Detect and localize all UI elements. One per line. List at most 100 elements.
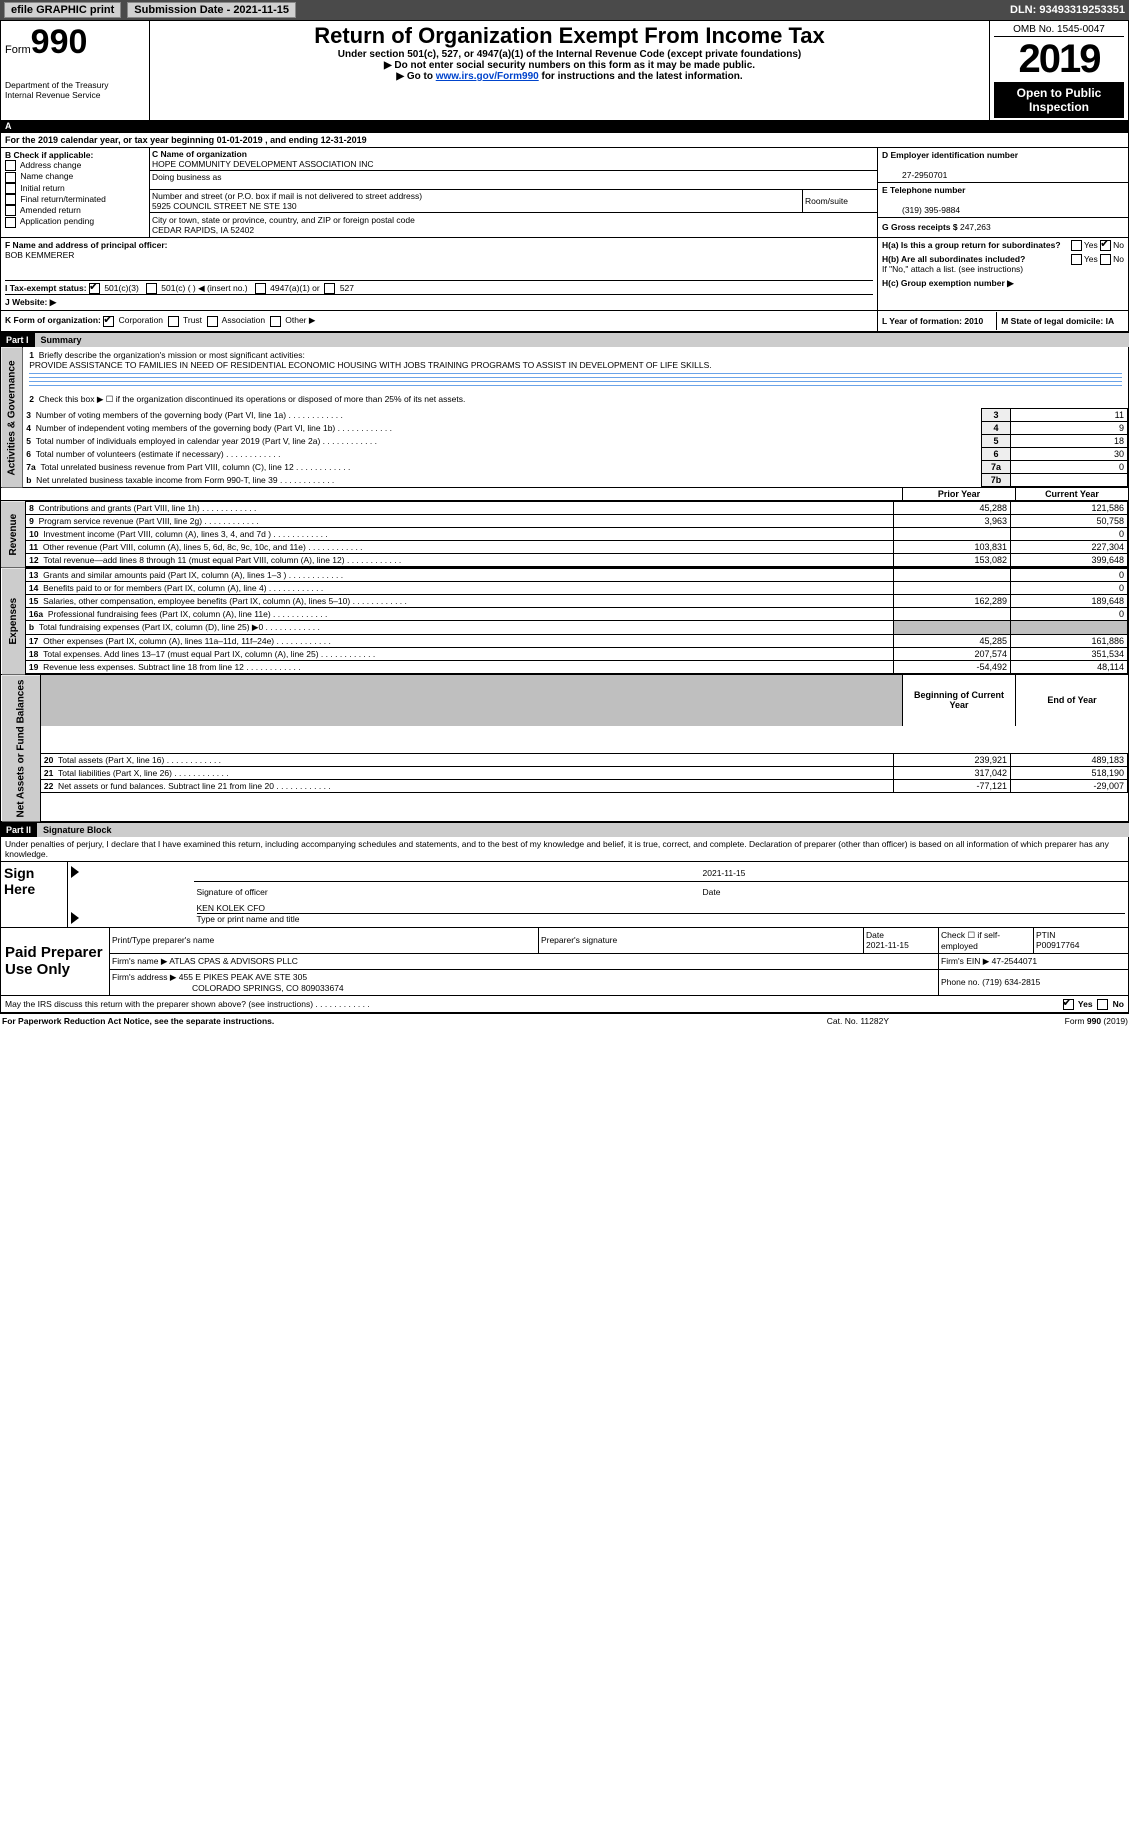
sig-arrow-icon2 <box>71 912 79 924</box>
no-label: No <box>1113 240 1124 250</box>
data-row: 16a Professional fundraising fees (Part … <box>26 607 1128 620</box>
l1-text: Briefly describe the organization's miss… <box>39 350 305 360</box>
discuss-text: May the IRS discuss this return with the… <box>5 999 313 1009</box>
declaration: Under penalties of perjury, I declare th… <box>0 837 1129 862</box>
city-state: CEDAR RAPIDS, IA 52402 <box>152 225 254 235</box>
pp-date: 2021-11-15 <box>866 940 909 950</box>
firm-name-label: Firm's name ▶ <box>112 956 167 966</box>
footer-left: For Paperwork Reduction Act Notice, see … <box>0 1013 769 1028</box>
omb-number: OMB No. 1545-0047 <box>994 23 1124 37</box>
vlabel-net: Net Assets or Fund Balances <box>1 675 41 822</box>
hb-note: If "No," attach a list. (see instruction… <box>882 264 1124 274</box>
date-label: Date <box>700 881 1129 899</box>
corp-check[interactable] <box>103 316 114 327</box>
l2-text: Check this box ▶ ☐ if the organization d… <box>39 394 466 404</box>
opt-trust: Trust <box>183 315 202 325</box>
boxb-item: Application pending <box>5 216 145 227</box>
officer-name: KEN KOLEK CFO <box>197 903 1125 914</box>
firm-name: ATLAS CPAS & ADVISORS PLLC <box>169 956 298 966</box>
form-title: Return of Organization Exempt From Incom… <box>154 23 985 49</box>
hb-label: H(b) Are all subordinates included? <box>882 254 1025 264</box>
data-row: 8 Contributions and grants (Part VIII, l… <box>26 501 1127 514</box>
firm-addr-label: Firm's address ▶ <box>112 972 176 982</box>
box-e-label: E Telephone number <box>882 185 965 195</box>
phone: (319) 395-9884 <box>882 205 960 215</box>
boxb-check[interactable] <box>5 205 16 216</box>
opt-527: 527 <box>340 283 354 293</box>
4947-check[interactable] <box>255 283 266 294</box>
addr-label: Number and street (or P.O. box if mail i… <box>152 191 422 201</box>
firm-phone: (719) 634-2815 <box>982 977 1040 987</box>
line-k-label: K Form of organization: <box>5 315 101 325</box>
trust-check[interactable] <box>168 316 179 327</box>
summary-row: 6 Total number of volunteers (estimate i… <box>23 447 1127 460</box>
527-check[interactable] <box>324 283 335 294</box>
box-g-label: G Gross receipts $ <box>882 222 958 232</box>
opt-corp: Corporation <box>119 315 163 325</box>
line-i-label: I Tax-exempt status: <box>5 283 87 293</box>
principal-officer: BOB KEMMERER <box>5 250 74 260</box>
summary-row: 5 Total number of individuals employed i… <box>23 434 1127 447</box>
sig-date: 2021-11-15 <box>700 862 1129 882</box>
line-m: M State of legal domicile: IA <box>997 312 1128 330</box>
boxb-item: Final return/terminated <box>5 194 145 205</box>
note-2: ▶ Go to www.irs.gov/Form990 for instruct… <box>154 71 985 82</box>
ptin: P00917764 <box>1036 940 1080 950</box>
org-name: HOPE COMMUNITY DEVELOPMENT ASSOCIATION I… <box>152 159 374 169</box>
firm-city: COLORADO SPRINGS, CO 809033674 <box>112 983 344 993</box>
501c3-check[interactable] <box>89 283 100 294</box>
boxb-check[interactable] <box>5 217 16 228</box>
prior-year-hdr: Prior Year <box>903 488 1016 501</box>
line-j: J Website: ▶ <box>5 294 873 308</box>
hb-yes[interactable] <box>1071 254 1082 265</box>
assoc-check[interactable] <box>207 316 218 327</box>
vlabel-rev: Revenue <box>1 501 26 568</box>
discuss-yes[interactable] <box>1063 999 1074 1010</box>
ein: 27-2950701 <box>882 170 947 180</box>
data-row: 12 Total revenue—add lines 8 through 11 … <box>26 553 1127 566</box>
discuss-no[interactable] <box>1097 999 1108 1010</box>
open-public: Open to Public Inspection <box>994 82 1124 118</box>
form-subtitle: Under section 501(c), 527, or 4947(a)(1)… <box>154 49 985 60</box>
dba-label: Doing business as <box>150 171 877 190</box>
data-row: 15 Salaries, other compensation, employe… <box>26 594 1128 607</box>
street-address: 5925 COUNCIL STREET NE STE 130 <box>152 201 297 211</box>
footer-right: Form 990 (2019) <box>947 1013 1129 1028</box>
boxb-check[interactable] <box>5 160 16 171</box>
boxb-check[interactable] <box>5 172 16 183</box>
vlabel-gov: Activities & Governance <box>1 347 23 488</box>
summary-row: 4 Number of independent voting members o… <box>23 421 1127 434</box>
dept-label: Department of the Treasury Internal Reve… <box>5 80 145 100</box>
501c-check[interactable] <box>146 283 157 294</box>
boxb-check[interactable] <box>5 194 16 205</box>
ha-yes[interactable] <box>1071 240 1082 251</box>
other-check[interactable] <box>270 316 281 327</box>
curr-year-hdr: Current Year <box>1016 488 1129 501</box>
line-a: A <box>1 120 1129 133</box>
city-label: City or town, state or province, country… <box>152 215 415 225</box>
data-row: 10 Investment income (Part VIII, column … <box>26 527 1127 540</box>
firm-ein: 47-2544071 <box>992 956 1037 966</box>
pp-name-label: Print/Type preparer's name <box>112 935 214 945</box>
efile-button[interactable]: efile GRAPHIC print <box>4 2 121 18</box>
opt-other: Other ▶ <box>285 315 315 325</box>
sig-officer-label: Signature of officer <box>194 881 700 899</box>
irs-link[interactable]: www.irs.gov/Form990 <box>436 71 539 82</box>
data-row: 17 Other expenses (Part IX, column (A), … <box>26 634 1128 647</box>
firm-addr: 455 E PIKES PEAK AVE STE 305 <box>179 972 307 982</box>
part1-header: Part I <box>0 333 35 347</box>
hb-no[interactable] <box>1100 254 1111 265</box>
data-row: 20 Total assets (Part X, line 16) 239,92… <box>41 754 1128 767</box>
sig-arrow-icon <box>71 866 79 878</box>
ha-no[interactable] <box>1100 240 1111 251</box>
line-l: L Year of formation: 2010 <box>878 312 997 330</box>
boxb-item: Name change <box>5 171 145 182</box>
boxb-check[interactable] <box>5 183 16 194</box>
vlabel-exp: Expenses <box>1 568 26 675</box>
box-d-label: D Employer identification number <box>882 150 1018 160</box>
no3: No <box>1113 999 1124 1009</box>
room-label: Room/suite <box>803 190 878 213</box>
ha-label: H(a) Is this a group return for subordin… <box>882 240 1061 250</box>
box-f-label: F Name and address of principal officer: <box>5 240 167 250</box>
box-c-label: C Name of organization <box>152 149 247 159</box>
